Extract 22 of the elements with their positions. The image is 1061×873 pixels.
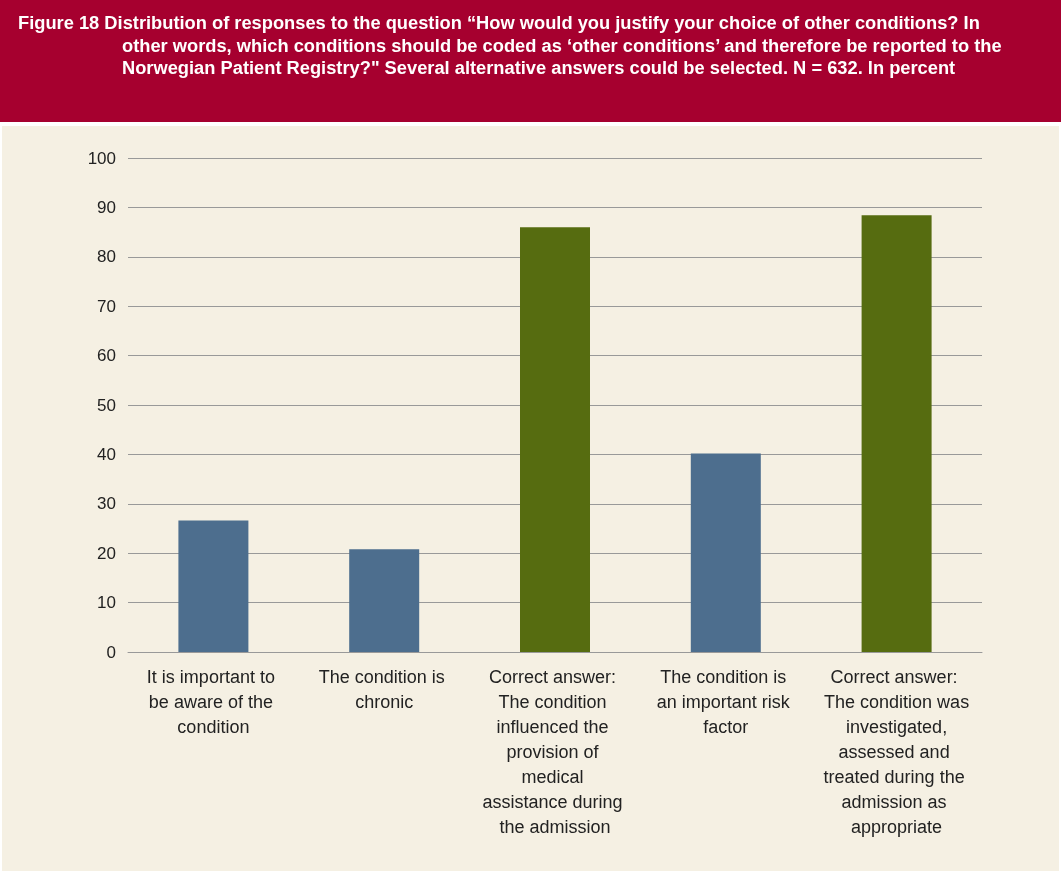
x-tick-label: It is important to be aware of the condition	[146, 666, 280, 737]
bar	[520, 227, 590, 652]
y-tick-label: 40	[97, 444, 116, 464]
bar	[861, 215, 932, 652]
y-tick-label: 100	[87, 148, 116, 168]
chart-title: Figure 18 Distribution of responses to the question “How would you justify your choice of other conditions? In other words, which conditions should be coded as ‘other conditions’ and therefore be reported to the Norwegian Patient Registry?" Several alternative answers could be selected. N = 632. In percent	[0, 0, 1061, 122]
bar	[349, 549, 420, 652]
bar	[178, 520, 249, 652]
y-tick-label: 80	[97, 247, 116, 267]
x-tick-label: Correct answer: The condition influenced the provision of medical assistance during the admission	[482, 666, 628, 837]
y-tick-label: 70	[97, 296, 116, 316]
y-tick-label: 0	[106, 642, 116, 662]
y-tick-label: 50	[97, 395, 116, 415]
y-tick-label: 30	[97, 494, 116, 514]
x-tick-label: The condition is chronic	[318, 666, 450, 712]
bar	[690, 453, 761, 652]
y-tick-label: 90	[97, 197, 116, 217]
y-tick-label: 60	[97, 346, 116, 366]
y-tick-label: 10	[97, 593, 116, 613]
x-tick-label: The condition is an important risk factor	[656, 666, 795, 737]
x-tick-label: Correct answer: The condition was investigated, assessed and treated during the admission as appropriate	[823, 666, 970, 837]
y-tick-label: 20	[97, 543, 116, 563]
